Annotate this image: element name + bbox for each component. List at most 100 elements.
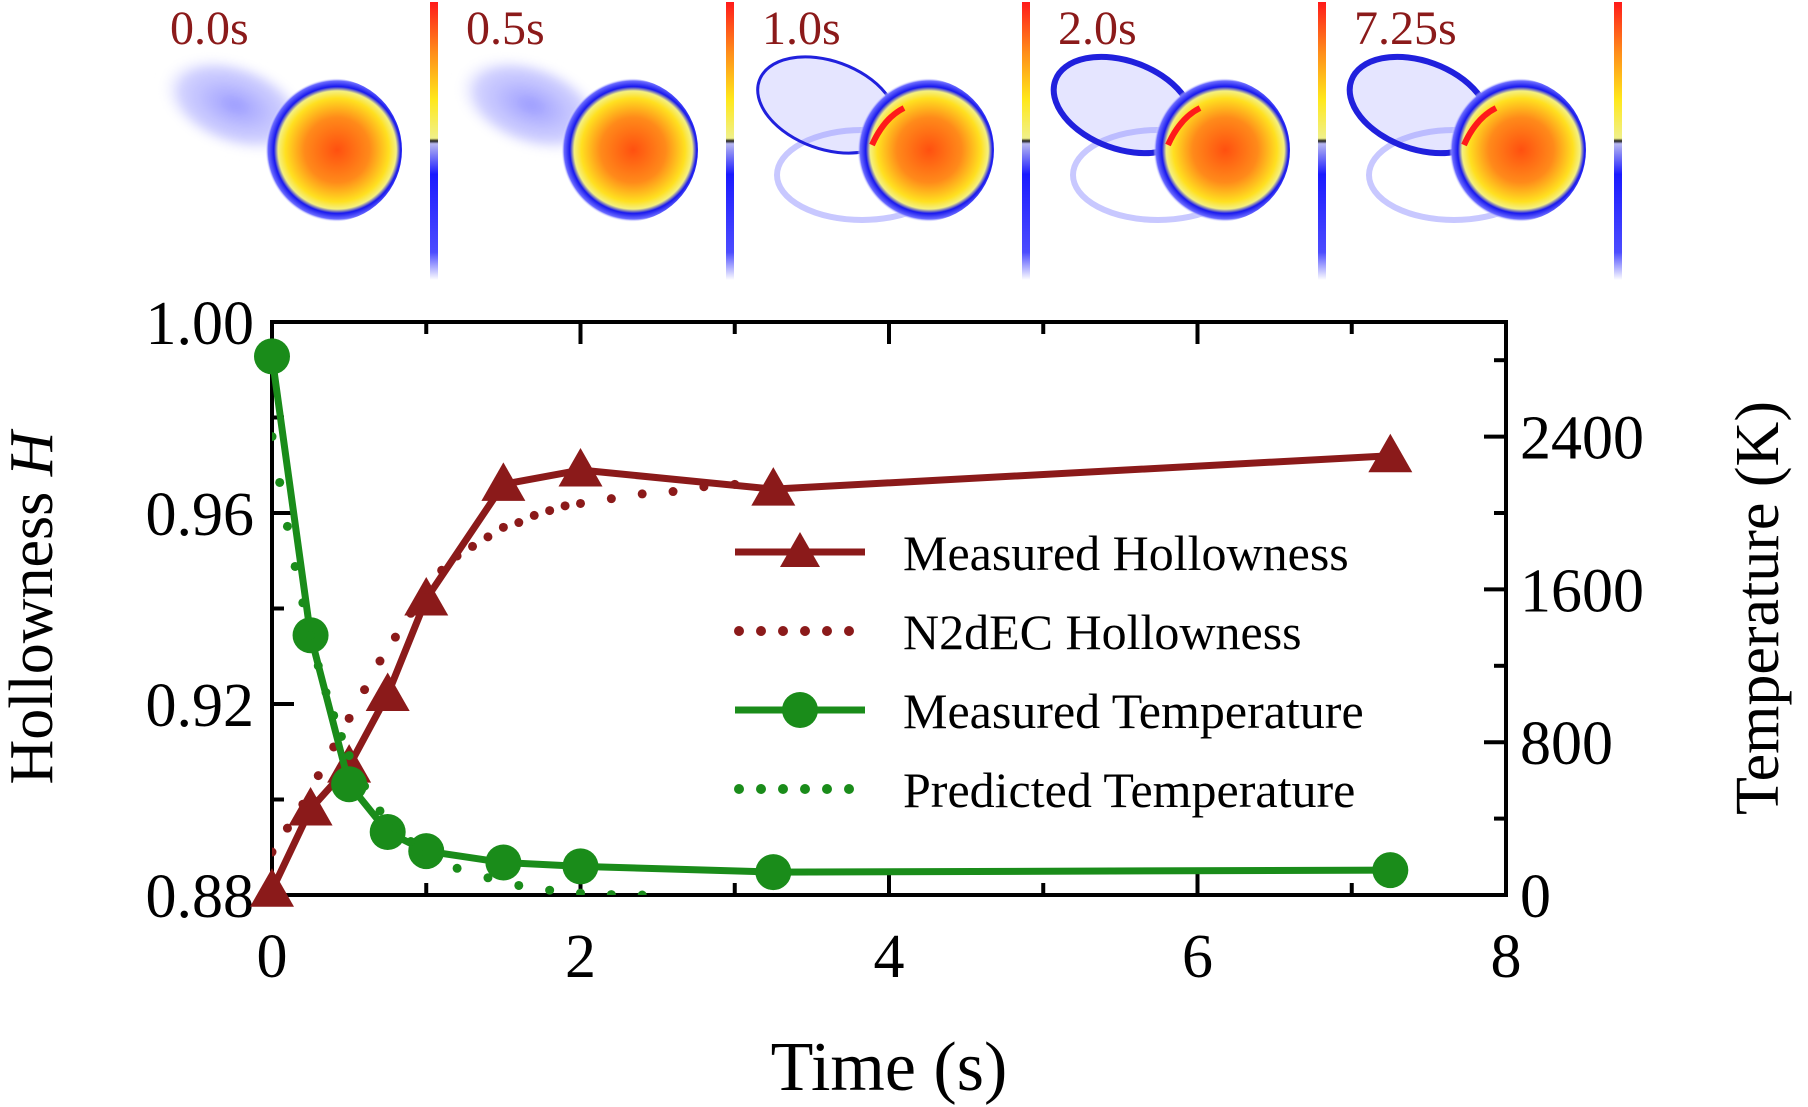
tick-label: 0 [1520, 863, 1551, 931]
panel-time-label: 0.5s [466, 2, 545, 55]
interface-arc [869, 105, 906, 147]
legend-swatch [844, 784, 854, 794]
legend-entry: Measured Temperature [735, 683, 1364, 739]
data-point [360, 685, 370, 695]
legend-swatch [800, 784, 810, 794]
data-point [668, 487, 678, 497]
left-axis-label-symbol: H [0, 428, 66, 477]
data-point [375, 656, 385, 666]
legend-entry: Measured Hollowness [735, 525, 1349, 581]
tick-label: 0.96 [146, 481, 255, 549]
data-point [375, 806, 385, 816]
data-point [545, 885, 555, 895]
data-point [576, 498, 585, 508]
colorbar [430, 2, 438, 280]
data-point [755, 854, 792, 891]
data-point [313, 661, 323, 671]
data-point [272, 432, 277, 442]
hot-core [1442, 78, 1586, 222]
legend-entry: Predicted Temperature [734, 762, 1355, 818]
series-line [268, 452, 1391, 892]
data-point [1368, 433, 1413, 473]
data-point [637, 890, 647, 895]
tick-label: 0 [257, 923, 288, 991]
colorbar [1022, 2, 1030, 280]
data-point [406, 837, 416, 847]
data-point [730, 479, 740, 489]
data-point [298, 799, 308, 809]
legend-swatch [756, 626, 766, 636]
left-axis-label-text: Hollowness [0, 476, 66, 784]
tick-label: 1600 [1520, 557, 1644, 625]
data-point [331, 766, 368, 803]
image-panel: 1.0s [756, 2, 1030, 280]
data-point [288, 787, 333, 826]
data-point [360, 781, 370, 791]
image-panel: 0.5s [454, 2, 734, 280]
data-point [483, 532, 493, 542]
data-point [282, 521, 292, 531]
legend-label: Measured Hollowness [903, 525, 1349, 581]
legend-swatch [778, 784, 788, 794]
panel-time-label: 0.0s [170, 2, 249, 55]
legend-marker [782, 692, 818, 728]
data-point [514, 880, 524, 890]
data-point [485, 844, 522, 881]
data-point [365, 672, 410, 711]
legend-swatch [822, 626, 832, 636]
tick-label: 8 [1491, 923, 1522, 991]
data-point [468, 541, 478, 551]
data-point [558, 448, 603, 487]
image-panel: 7.25s [1346, 2, 1622, 280]
legend-swatch [734, 784, 744, 794]
legend-marker [780, 532, 820, 567]
image-panel: 2.0s [1050, 2, 1326, 280]
series-n2dec-hollowness [272, 479, 740, 857]
data-point [254, 338, 290, 375]
data-point [437, 565, 447, 575]
data-point [529, 510, 539, 520]
tick-label: 2 [565, 923, 596, 991]
data-point [404, 576, 449, 616]
axis-ticks: 0 2 4 6 8 0.88 0.92 0.96 1.00 0 800 1600 2400 [146, 290, 1645, 991]
data-point [421, 584, 431, 594]
data-point [421, 848, 431, 858]
legend-label: Measured Temperature [903, 683, 1364, 739]
data-point [452, 863, 462, 873]
interface-arc [1461, 105, 1498, 147]
data-point [751, 467, 796, 506]
left-axis-label: Hollowness H [0, 428, 66, 784]
data-point [344, 713, 354, 723]
legend-swatch [734, 626, 744, 636]
data-point [282, 823, 292, 833]
data-point [390, 632, 400, 642]
data-point [514, 518, 524, 528]
tick-label: 0.92 [146, 672, 255, 740]
data-point [306, 630, 316, 640]
tick-label: 6 [1182, 923, 1213, 991]
hot-core [850, 78, 994, 222]
series-layer [250, 338, 1413, 907]
interface-arc [1165, 105, 1202, 147]
colorbar [726, 2, 734, 280]
colorbar [1614, 2, 1622, 280]
data-point [576, 888, 585, 895]
tick-label: 4 [874, 923, 905, 991]
legend: Measured Hollowness N2dEC Hollowness Measu… [734, 525, 1364, 818]
legend-entry: N2dEC Hollowness [734, 604, 1302, 660]
data-point [606, 890, 616, 895]
data-point [699, 482, 709, 492]
data-point [483, 873, 493, 883]
data-point [272, 847, 277, 857]
data-point [290, 561, 300, 571]
legend-swatch [800, 626, 810, 636]
series-measured-hollowness [250, 433, 1413, 907]
data-point [313, 771, 323, 781]
data-point [545, 506, 555, 516]
data-point [336, 731, 346, 741]
panel-time-label: 2.0s [1058, 2, 1137, 55]
data-point [452, 551, 462, 561]
legend-swatch [844, 626, 854, 636]
data-point [369, 813, 406, 850]
